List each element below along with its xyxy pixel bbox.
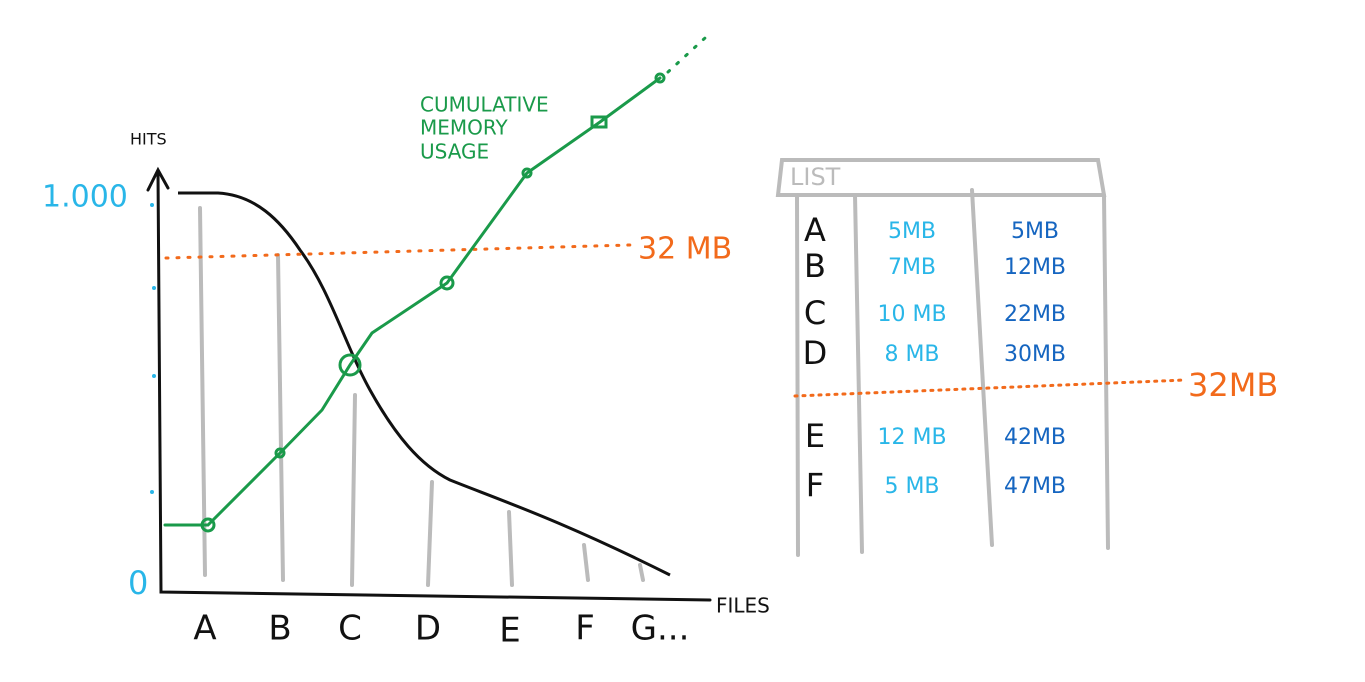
list-size: 8 MB — [884, 342, 939, 367]
y-ticks — [150, 203, 156, 494]
x-category: B — [268, 609, 291, 649]
list-file: B — [804, 247, 826, 285]
threshold-label: 32 MB — [638, 232, 732, 267]
y-bottom: 0 — [128, 564, 148, 602]
hits-curve — [178, 191, 671, 577]
x-category: G... — [631, 609, 690, 649]
curve-label-line: CUMULATIVE — [420, 93, 549, 117]
guides — [198, 206, 645, 587]
list-size: 7MB — [888, 255, 936, 280]
y-label: HITS — [130, 130, 167, 149]
curve-label-line: MEMORY — [420, 116, 509, 140]
list-cumulative: 5MB — [1011, 219, 1059, 244]
list-threshold-line — [793, 378, 1187, 398]
x-category: A — [193, 609, 216, 649]
list-file: E — [805, 417, 825, 455]
curve-label: CUMULATIVE MEMORY USAGE — [420, 93, 549, 164]
list-file: F — [806, 466, 824, 504]
x-category: D — [415, 609, 441, 649]
list-cumulative: 12MB — [1004, 255, 1066, 280]
list-file: D — [803, 334, 828, 372]
list-size: 10 MB — [877, 302, 946, 327]
list-file: A — [804, 211, 826, 249]
list-rows: A 5MB 5MB B 7MB 12MB C 10 MB 22MB D 8 MB 30MB E 12 MB… — [803, 211, 1066, 504]
axes — [146, 166, 712, 602]
threshold-line — [164, 243, 632, 260]
curve-label-line: USAGE — [420, 140, 489, 164]
list-file: C — [804, 294, 826, 332]
list-table — [775, 158, 1110, 557]
y-top: 1.000 — [42, 180, 128, 215]
list-size: 5 MB — [884, 474, 939, 499]
list-size: 12 MB — [877, 425, 946, 450]
list-cumulative: 42MB — [1004, 425, 1066, 450]
x-categories: A B C D E F G... — [193, 609, 689, 651]
memory-curve — [163, 36, 707, 533]
list-cumulative: 22MB — [1004, 302, 1066, 327]
list-cumulative: 47MB — [1004, 474, 1066, 499]
x-category: E — [499, 611, 520, 651]
list-threshold-label: 32MB — [1188, 366, 1278, 404]
x-label: FILES — [716, 594, 770, 618]
list-title: LIST — [790, 163, 841, 191]
list-size: 5MB — [888, 219, 936, 244]
x-category: F — [575, 609, 595, 649]
x-category: C — [338, 609, 362, 649]
list-cumulative: 30MB — [1004, 342, 1066, 367]
